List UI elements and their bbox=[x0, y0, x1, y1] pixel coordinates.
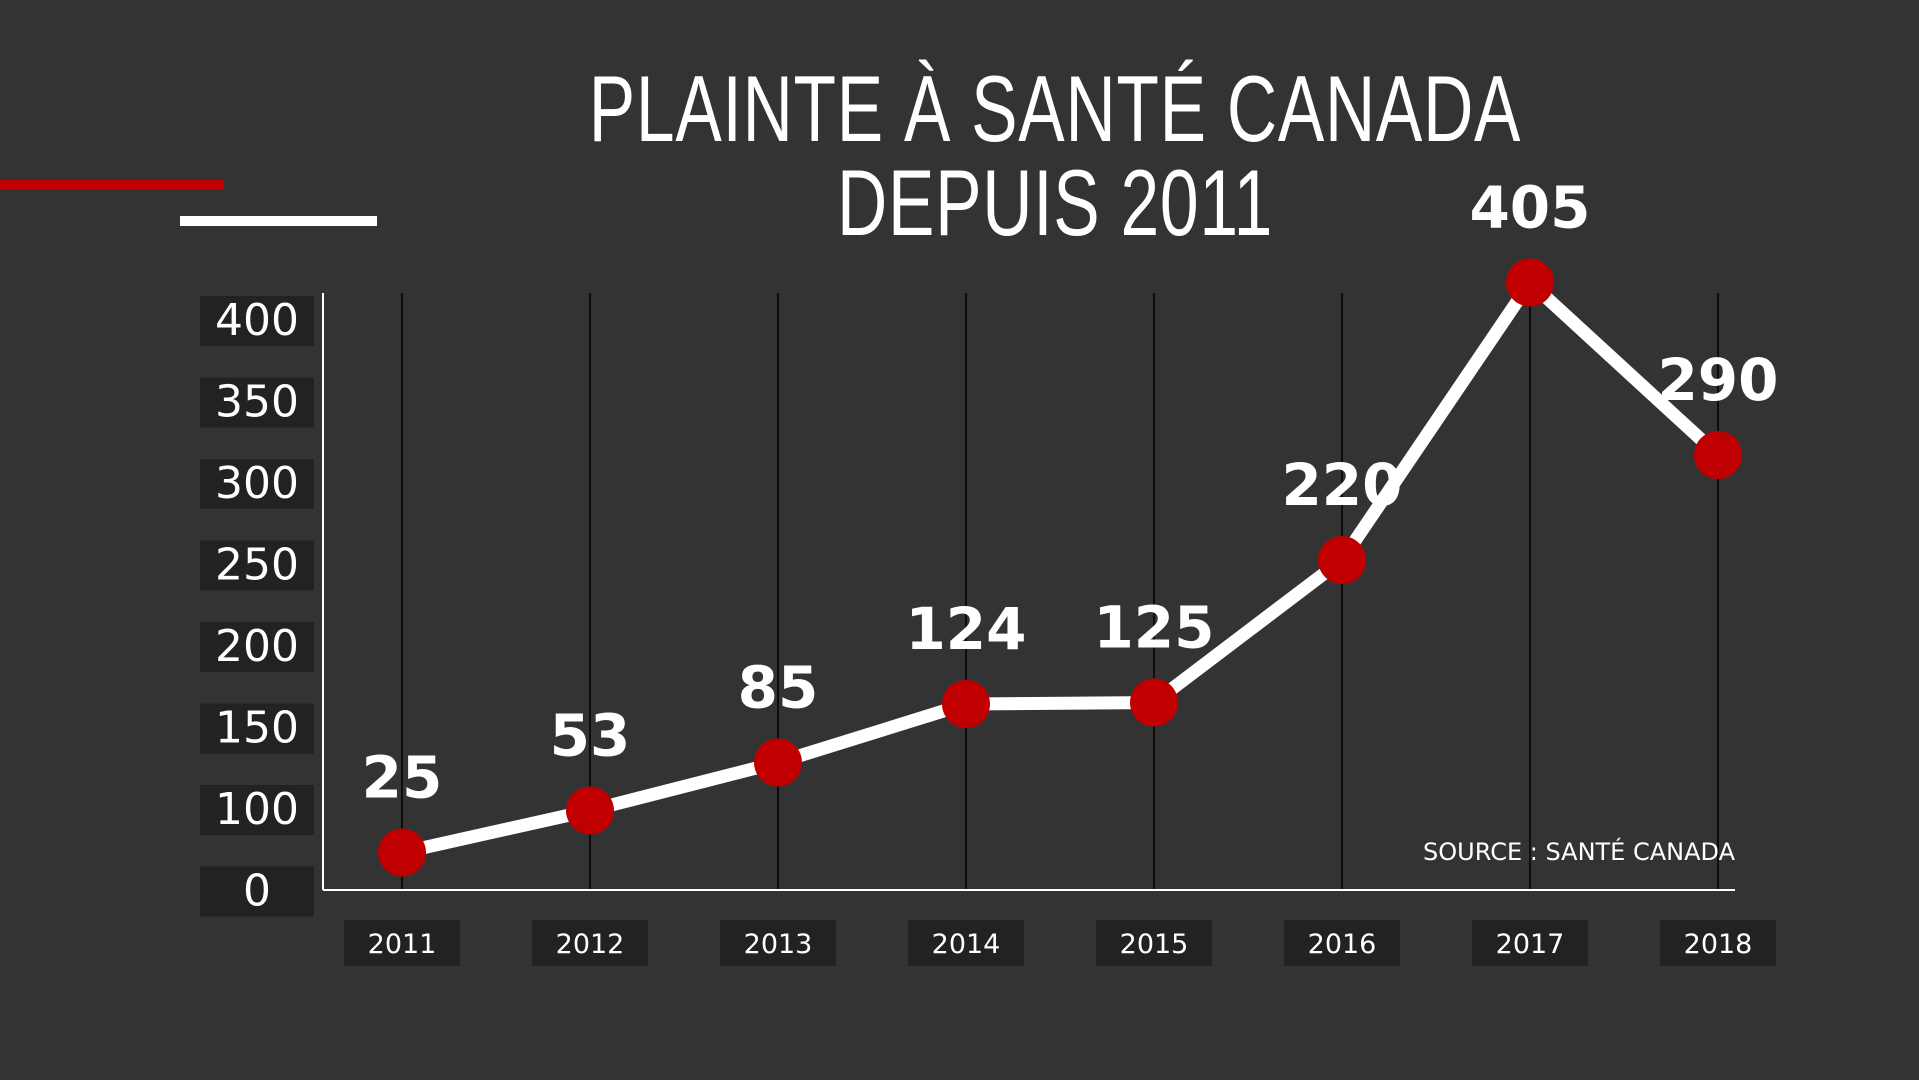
data-label-2018: 290 bbox=[1657, 346, 1778, 414]
data-label-2011: 25 bbox=[362, 744, 443, 812]
y-axis-ticks: 400 350 300 250 200 150 100 0 bbox=[200, 295, 314, 917]
data-labels: 25 53 85 124 125 220 405 290 bbox=[362, 174, 1779, 812]
y-tick-label-250: 250 bbox=[215, 540, 299, 591]
x-tick-box-2016 bbox=[1284, 920, 1400, 966]
x-tick-label-2011: 2011 bbox=[368, 929, 437, 960]
y-tick-label-150: 150 bbox=[215, 703, 299, 754]
y-tick-label-0: 0 bbox=[243, 866, 271, 917]
y-tick-box-200 bbox=[200, 622, 314, 672]
data-point-2015 bbox=[1130, 678, 1178, 727]
data-label-2014: 124 bbox=[905, 595, 1026, 663]
x-axis-ticks: 2011 2012 2013 2014 2015 2016 2017 2018 bbox=[344, 920, 1776, 966]
series-markers bbox=[378, 258, 1742, 877]
x-tick-label-2018: 2018 bbox=[1684, 929, 1753, 960]
y-tick-label-350: 350 bbox=[215, 377, 299, 428]
x-tick-label-2012: 2012 bbox=[556, 929, 625, 960]
data-point-2018 bbox=[1694, 431, 1742, 479]
source-note: SOURCE : SANTÉ CANADA bbox=[1423, 838, 1735, 866]
x-tick-box-2017 bbox=[1472, 920, 1588, 966]
data-label-2013: 85 bbox=[738, 654, 819, 722]
decorative-white-bar bbox=[180, 216, 377, 226]
y-tick-box-400 bbox=[200, 296, 314, 346]
y-tick-label-100: 100 bbox=[215, 784, 299, 835]
x-tick-box-2013 bbox=[720, 920, 836, 966]
y-tick-box-100 bbox=[200, 785, 314, 835]
x-tick-label-2017: 2017 bbox=[1496, 929, 1565, 960]
data-label-2016: 220 bbox=[1281, 451, 1402, 519]
y-tick-label-300: 300 bbox=[215, 458, 299, 509]
y-tick-box-0 bbox=[200, 866, 314, 917]
x-tick-label-2014: 2014 bbox=[932, 929, 1001, 960]
x-tick-box-2012 bbox=[532, 920, 648, 966]
y-tick-box-350 bbox=[200, 377, 314, 428]
y-tick-label-200: 200 bbox=[215, 621, 299, 672]
x-tick-label-2015: 2015 bbox=[1120, 929, 1189, 960]
data-label-2015: 125 bbox=[1093, 594, 1214, 662]
y-tick-box-250 bbox=[200, 540, 314, 591]
data-point-2012 bbox=[566, 786, 614, 835]
x-tick-box-2011 bbox=[344, 920, 460, 966]
y-tick-box-150 bbox=[200, 703, 314, 754]
x-tick-box-2015 bbox=[1096, 920, 1212, 966]
y-tick-box-300 bbox=[200, 459, 314, 509]
data-point-2016 bbox=[1318, 536, 1366, 584]
data-label-2017: 405 bbox=[1469, 174, 1590, 242]
chart-title: PLAINTE À SANTÉ CANADA DEPUIS 2011 bbox=[588, 56, 1522, 255]
series-line bbox=[395, 276, 1725, 859]
x-tick-box-2018 bbox=[1660, 920, 1776, 966]
data-label-2012: 53 bbox=[550, 702, 631, 770]
data-point-2017 bbox=[1506, 258, 1554, 307]
data-point-2014 bbox=[942, 680, 990, 728]
x-tick-label-2013: 2013 bbox=[744, 929, 813, 960]
decorative-red-bar bbox=[0, 180, 224, 189]
series-line-path bbox=[395, 276, 1725, 859]
x-tick-label-2016: 2016 bbox=[1308, 929, 1377, 960]
data-point-2011 bbox=[378, 828, 426, 877]
data-point-2013 bbox=[754, 738, 802, 787]
y-tick-label-400: 400 bbox=[215, 295, 299, 346]
x-tick-box-2014 bbox=[908, 920, 1024, 966]
axes bbox=[322, 293, 1735, 891]
